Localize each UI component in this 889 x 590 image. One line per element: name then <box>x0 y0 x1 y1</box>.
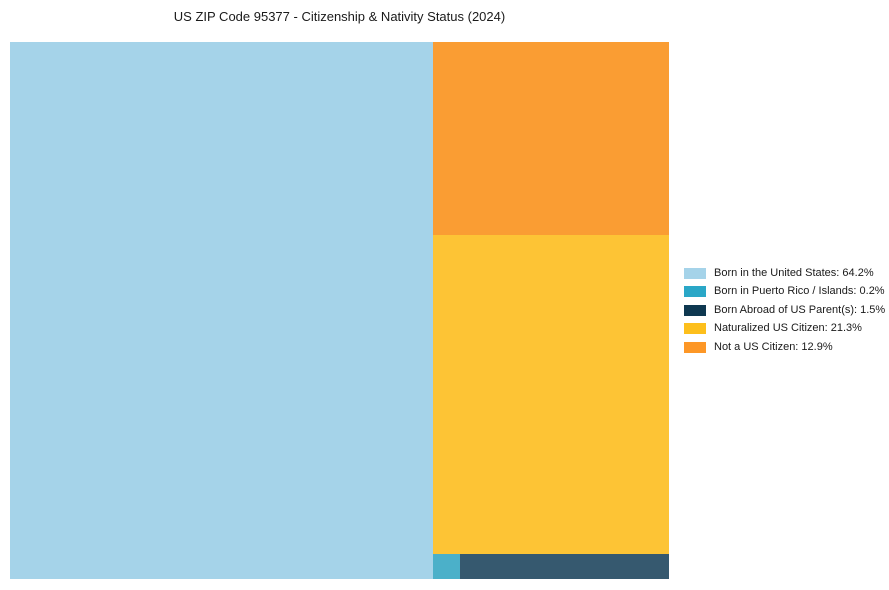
legend-swatch-naturalized-us-citizen <box>684 323 706 335</box>
legend-item-born-abroad-of-us-parents: Born Abroad of US Parent(s): 1.5% <box>684 301 885 320</box>
legend: Born in the United States: 64.2% Born in… <box>684 264 885 357</box>
treemap-rect-born-in-puerto-rico-islands <box>432 553 461 579</box>
chart-title: US ZIP Code 95377 - Citizenship & Nativi… <box>173 9 506 24</box>
legend-item-not-a-us-citizen: Not a US Citizen: 12.9% <box>684 338 885 357</box>
treemap-rect-naturalized-us-citizen <box>432 234 669 554</box>
legend-item-naturalized-us-citizen: Naturalized US Citizen: 21.3% <box>684 320 885 339</box>
legend-label-born-abroad-of-us-parents: Born Abroad of US Parent(s): 1.5% <box>714 303 886 316</box>
legend-label-born-in-puerto-rico-islands: Born in Puerto Rico / Islands: 0.2% <box>714 285 885 298</box>
legend-label-born-in-us: Born in the United States: 64.2% <box>714 266 874 279</box>
treemap-rect-not-a-us-citizen <box>432 42 669 235</box>
legend-item-born-in-puerto-rico-islands: Born in Puerto Rico / Islands: 0.2% <box>684 283 885 302</box>
legend-item-born-in-us: Born in the United States: 64.2% <box>684 264 885 283</box>
treemap-chart <box>10 42 669 579</box>
legend-swatch-born-abroad-of-us-parents <box>684 304 706 316</box>
legend-swatch-not-a-us-citizen <box>684 341 706 353</box>
treemap-rect-born-abroad-of-us-parents <box>460 553 669 579</box>
legend-label-naturalized-us-citizen: Naturalized US Citizen: 21.3% <box>714 322 862 335</box>
treemap-rect-born-in-us <box>10 42 433 579</box>
legend-label-not-a-us-citizen: Not a US Citizen: 12.9% <box>714 340 833 353</box>
legend-swatch-born-in-us <box>684 267 706 279</box>
legend-swatch-born-in-puerto-rico-islands <box>684 286 706 298</box>
